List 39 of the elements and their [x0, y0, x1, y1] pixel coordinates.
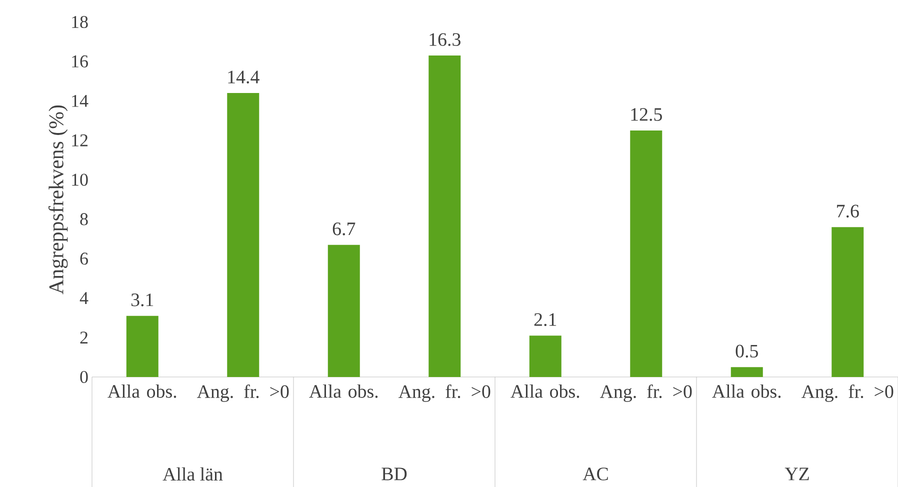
bar — [328, 244, 360, 377]
y-tick-label: 4 — [80, 292, 88, 304]
x-tick-label: Alla obs. — [108, 384, 176, 398]
text: YZ — [784, 468, 809, 480]
data-label: 7.6 — [837, 204, 859, 218]
data-label: 3.1 — [131, 294, 154, 306]
data-label: 2.1 — [534, 313, 556, 326]
x-tick-label: Alla obs. — [309, 384, 378, 398]
x-tick-label: Ang. fr. >0 — [600, 384, 692, 402]
bar — [126, 316, 158, 377]
y-tick-label: 8 — [80, 213, 88, 226]
data-label: 16.3 — [430, 33, 460, 46]
y-tick-label: 18 — [72, 16, 88, 28]
x-tick-label: Ang. fr. >0 — [196, 384, 289, 402]
y-tick-label: 16 — [72, 55, 88, 68]
y-tick-label: 14 — [72, 94, 88, 107]
x-tick-label: Alla obs. — [510, 384, 580, 398]
data-label: 12.5 — [631, 108, 662, 121]
text: Alla län — [162, 467, 223, 481]
bar — [529, 336, 562, 377]
y-axis-title: Angreppsfrekvens (%) — [48, 105, 68, 294]
bar — [428, 56, 461, 377]
data-label: 0.5 — [736, 344, 758, 358]
data-label: 6.7 — [332, 222, 356, 236]
bar — [630, 130, 662, 377]
bar — [227, 92, 260, 377]
bar — [730, 367, 763, 377]
data-label: 14.4 — [228, 70, 260, 84]
x-tick-label: Alla obs. — [712, 384, 781, 398]
y-tick-label: 10 — [72, 174, 88, 186]
x-tick-label: Ang. fr. >0 — [801, 384, 894, 402]
y-tick-label: 0 — [80, 370, 88, 384]
y-tick-label: 12 — [72, 134, 88, 146]
text: BD — [382, 468, 407, 480]
text: AC — [582, 468, 608, 480]
x-tick-label: Ang. fr. >0 — [398, 384, 490, 402]
y-tick-label: 2 — [80, 332, 88, 344]
bar — [832, 227, 864, 377]
y-tick-label: 6 — [80, 252, 88, 265]
